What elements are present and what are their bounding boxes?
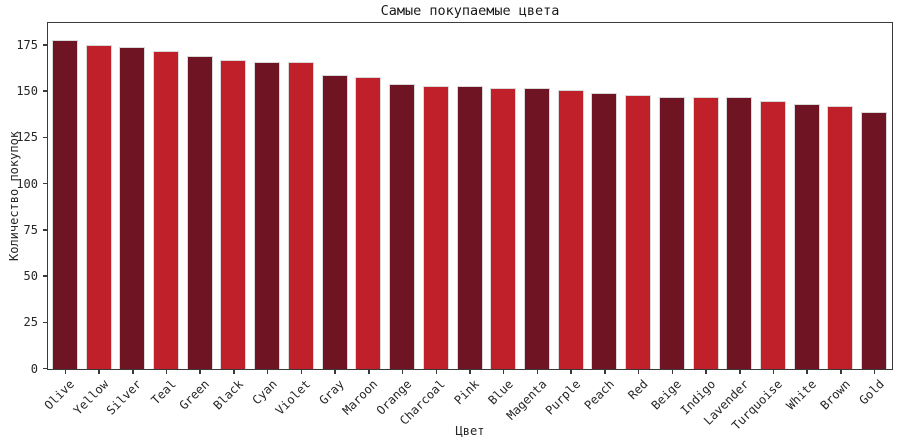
x-tick-mark [266,370,269,374]
y-axis-label: Количество покупок [7,130,21,262]
bar-indigo [692,97,719,369]
bar-lavender [726,97,753,369]
x-tick-mark [132,370,134,374]
bar-peach [591,93,618,369]
x-tick-label: Purple [542,377,584,418]
y-tick-mark [42,44,47,46]
x-tick-label: Red [625,377,651,403]
y-tick-mark [42,182,47,185]
y-tick-mark [42,275,47,277]
x-tick-mark [739,370,741,374]
x-tick-mark [637,370,640,374]
bar-green [186,56,213,369]
bar-olive [51,39,78,369]
x-tick-mark [98,370,100,374]
y-tick-label: 100 [16,176,38,191]
x-tick-mark [604,370,606,374]
x-tick-mark [671,370,674,374]
bar-teal [153,50,180,369]
x-tick-label: Teal [148,377,179,408]
x-tick-label: Silver [104,377,145,418]
bar-brown [827,106,854,369]
y-tick-label: 25 [23,315,38,330]
x-tick-label: Maroon [340,377,381,418]
x-tick-mark [536,370,539,374]
y-tick-mark [42,321,47,323]
chart-title: Самые покупаемые цвета [380,3,560,19]
bar-magenta [523,87,550,369]
x-tick-mark [233,370,235,374]
bar-beige [658,97,685,369]
bar-gold [861,111,888,369]
x-tick-label: Yellow [70,377,111,418]
x-tick-label: Gray [316,377,348,408]
x-tick-label: Pink [451,377,482,408]
x-tick-label: Green [176,377,213,413]
bar-cyan [254,61,281,369]
x-tick-mark [772,370,775,374]
x-axis-label: Цвет [455,424,485,438]
x-tick-mark [840,370,842,374]
bar-maroon [355,76,382,369]
x-tick-mark [64,370,67,374]
x-tick-mark [165,370,168,374]
x-tick-mark [873,370,876,374]
x-tick-label: Violet [272,377,314,418]
plot-area [47,22,893,370]
x-tick-mark [435,370,438,374]
y-tick-label: 125 [16,130,38,145]
x-tick-mark [570,370,572,374]
y-tick-label: 50 [23,269,38,283]
bar-violet [287,61,314,369]
x-tick-mark [300,370,303,374]
x-tick-mark [199,370,201,374]
bar-orange [389,84,416,369]
x-tick-mark [806,370,808,374]
y-tick-mark [42,367,47,370]
bar-turquoise [759,100,786,369]
x-tick-label: Gold [856,377,887,408]
x-tick-label: White [783,377,820,413]
x-tick-mark [705,370,707,374]
x-tick-label: Peach [581,377,617,413]
x-tick-mark [368,370,370,374]
y-tick-label: 75 [23,222,38,237]
bar-white [793,104,820,369]
y-tick-mark [42,90,47,92]
x-tick-mark [469,370,471,374]
bar-black [220,60,247,369]
y-tick-label: 0 [30,361,38,376]
x-tick-label: Blue [485,377,516,408]
y-tick-mark [42,229,47,231]
x-tick-mark [334,370,336,374]
bar-charcoal [422,85,449,369]
x-tick-label: Cyan [249,377,280,408]
x-tick-mark [401,370,404,374]
y-tick-label: 150 [16,84,38,99]
bar-purple [557,89,584,369]
bar-yellow [85,45,112,369]
bar-silver [119,47,146,369]
y-tick-mark [42,136,47,139]
bar-pink [456,85,483,369]
x-tick-label: Black [210,377,246,413]
y-tick-label: 175 [16,37,38,52]
bar-red [625,95,652,369]
bar-gray [321,74,348,369]
x-tick-label: Brown [817,377,853,413]
x-tick-mark [502,370,505,374]
bar-blue [490,87,517,369]
